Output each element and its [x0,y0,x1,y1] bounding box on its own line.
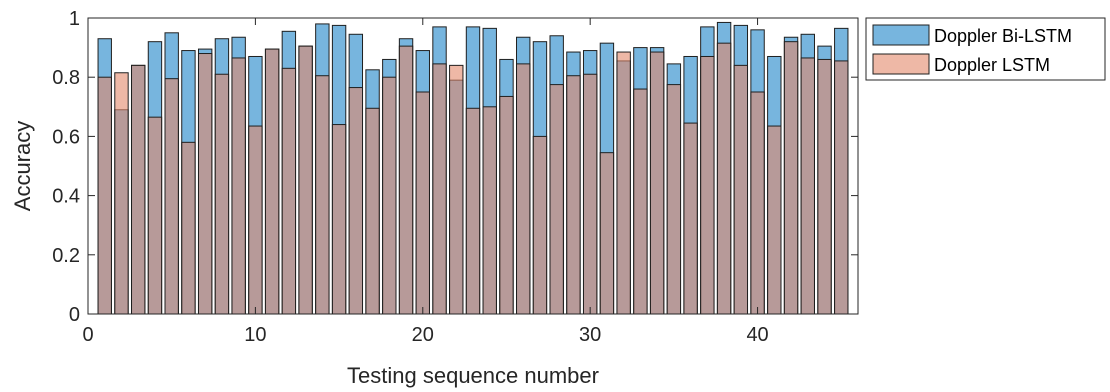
x-tick-label-10: 10 [244,324,266,346]
bar-lstm-11 [264,48,280,315]
bar-lstm-44 [817,58,832,315]
x-tick-label-0: 0 [82,324,93,346]
bars-layer [97,21,849,315]
legend: Doppler Bi-LSTM Doppler LSTM [865,17,1106,81]
y-tick-label-0.8: 0.8 [52,67,80,89]
bar-lstm-36 [683,122,698,315]
bar-lstm-14 [315,75,330,315]
y-tick-label-0: 0 [69,304,80,326]
legend-label-lstm: Doppler LSTM [934,55,1050,75]
bar-lstm-34 [649,51,665,315]
bar-lstm-42 [783,41,799,315]
bar-lstm-40 [750,91,765,315]
bar-lstm-15 [331,124,347,315]
bar-lstm-20 [415,91,430,315]
legend-swatch-lstm [872,53,930,75]
bar-lstm-31 [599,152,615,315]
bar-lstm-24 [482,106,497,315]
y-tick-label-0.6: 0.6 [52,126,80,148]
plot-frame [87,17,859,315]
y-tick-label-0.2: 0.2 [52,245,80,267]
bar-lstm-27 [532,135,548,315]
bar-lstm-19 [398,45,414,315]
bar-lstm-35 [666,84,682,315]
bar-lstm-45 [834,60,849,315]
bar-lstm-22 [449,64,464,315]
bar-lstm-26 [516,63,531,315]
bar-lstm-38 [716,42,732,315]
bar-lstm-6 [181,141,196,315]
bar-lstm-9 [231,57,246,315]
legend-label-bi-lstm: Doppler Bi-LSTM [934,26,1072,46]
bar-lstm-12 [281,67,297,315]
x-tick-label-30: 30 [579,324,601,346]
bar-lstm-1 [97,76,112,315]
bar-lstm-8 [214,73,230,315]
y-tick-label-1: 1 [69,8,80,30]
ticks-layer: 0 10 20 30 40 0 0.2 0.4 0.6 0.8 1 [52,8,858,346]
bar-lstm-33 [633,88,648,315]
x-axis-title: Testing sequence number [347,363,599,388]
bar-lstm-29 [566,75,581,315]
bar-lstm-23 [465,107,481,315]
bar-lstm-43 [800,57,815,315]
bar-lstm-25 [499,95,514,315]
bar-lstm-5 [164,78,179,315]
bar-lstm-18 [382,76,397,315]
x-tick-label-20: 20 [412,324,434,346]
bar-lstm-13 [298,45,313,315]
bar-lstm-17 [365,107,380,315]
y-tick-label-0.4: 0.4 [52,186,80,208]
bar-lstm-7 [197,53,213,315]
y-axis-title: Accuracy [10,121,35,211]
bar-lstm-28 [549,84,564,315]
legend-swatch-bi-lstm [872,24,930,46]
bar-lstm-32 [616,51,631,315]
series-lstm-bars [97,41,849,315]
bar-lstm-39 [733,64,749,315]
bar-lstm-41 [767,125,782,315]
bar-lstm-16 [348,87,364,315]
bar-lstm-37 [700,55,715,315]
bar-lstm-30 [582,73,598,315]
bar-lstm-3 [131,64,146,315]
bar-lstm-4 [147,116,163,315]
x-tick-label-40: 40 [746,324,768,346]
bar-lstm-21 [432,63,447,315]
bar-lstm-10 [248,125,263,315]
bar-lstm-2 [114,72,129,315]
